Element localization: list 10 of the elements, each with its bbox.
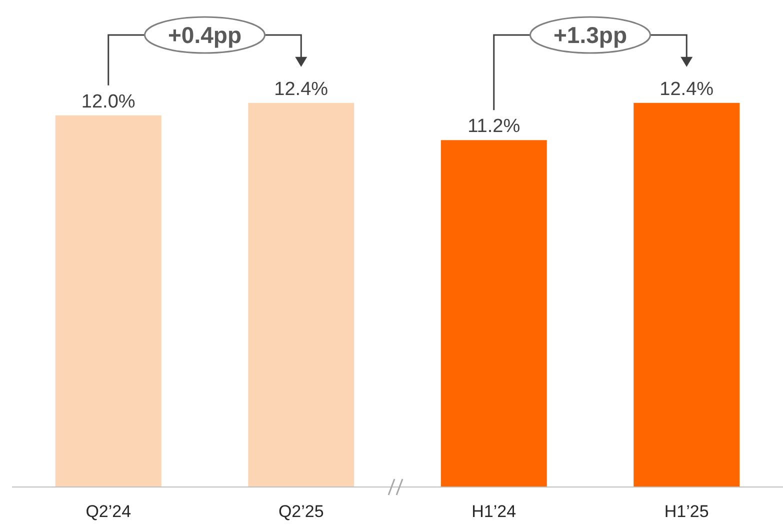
x-tick-label: Q2’24 (86, 502, 132, 522)
x-tick-label: H1’25 (664, 502, 709, 522)
data-label: 12.4% (274, 78, 328, 100)
text: +0.4pp (168, 22, 242, 48)
x-tick-label: Q2’25 (278, 502, 324, 522)
data-label: 12.4% (660, 78, 714, 100)
text: +1.3pp (553, 22, 628, 48)
data-label: 12.0% (81, 91, 136, 112)
data-label: 11.2% (468, 116, 520, 138)
x-tick-label: H1’24 (472, 502, 516, 522)
